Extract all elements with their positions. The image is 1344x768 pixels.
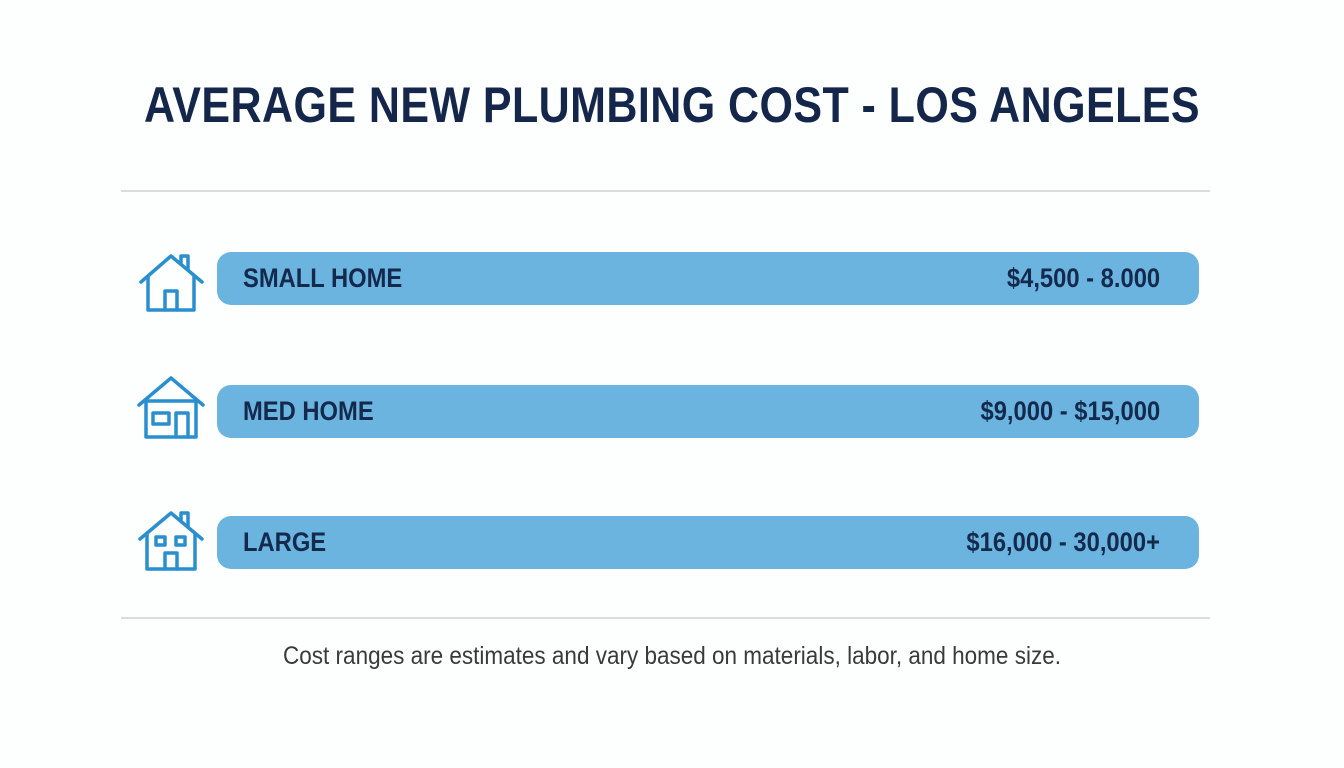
footnote: Cost ranges are estimates and vary based…	[283, 642, 1061, 670]
cost-bar: MED HOME $9,000 - $15,000	[217, 385, 1199, 438]
title: AVERAGE NEW PLUMBING COST - LOS ANGELES	[144, 77, 1200, 133]
row-value: $4,500 - 8.000	[1006, 263, 1160, 293]
row-label: MED HOME	[243, 396, 374, 426]
cost-row-small-home: SMALL HOME $4,500 - 8.000	[0, 250, 1344, 320]
divider-top	[121, 190, 1210, 192]
cost-row-med-home: MED HOME $9,000 - $15,000	[0, 376, 1344, 453]
row-label: SMALL HOME	[243, 263, 403, 293]
house-icon	[136, 252, 206, 316]
cost-bar: LARGE $16,000 - 30,000+	[217, 516, 1199, 569]
house-two-windows-icon	[136, 509, 206, 573]
cost-bar: SMALL HOME $4,500 - 8.000	[217, 252, 1199, 305]
row-label: LARGE	[243, 527, 327, 557]
row-value: $16,000 - 30,000+	[966, 527, 1160, 557]
row-value: $9,000 - $15,000	[980, 396, 1160, 426]
house-window-door-icon	[136, 375, 206, 439]
divider-bottom	[121, 617, 1210, 619]
cost-row-large: LARGE $16,000 - 30,000+	[0, 511, 1344, 584]
